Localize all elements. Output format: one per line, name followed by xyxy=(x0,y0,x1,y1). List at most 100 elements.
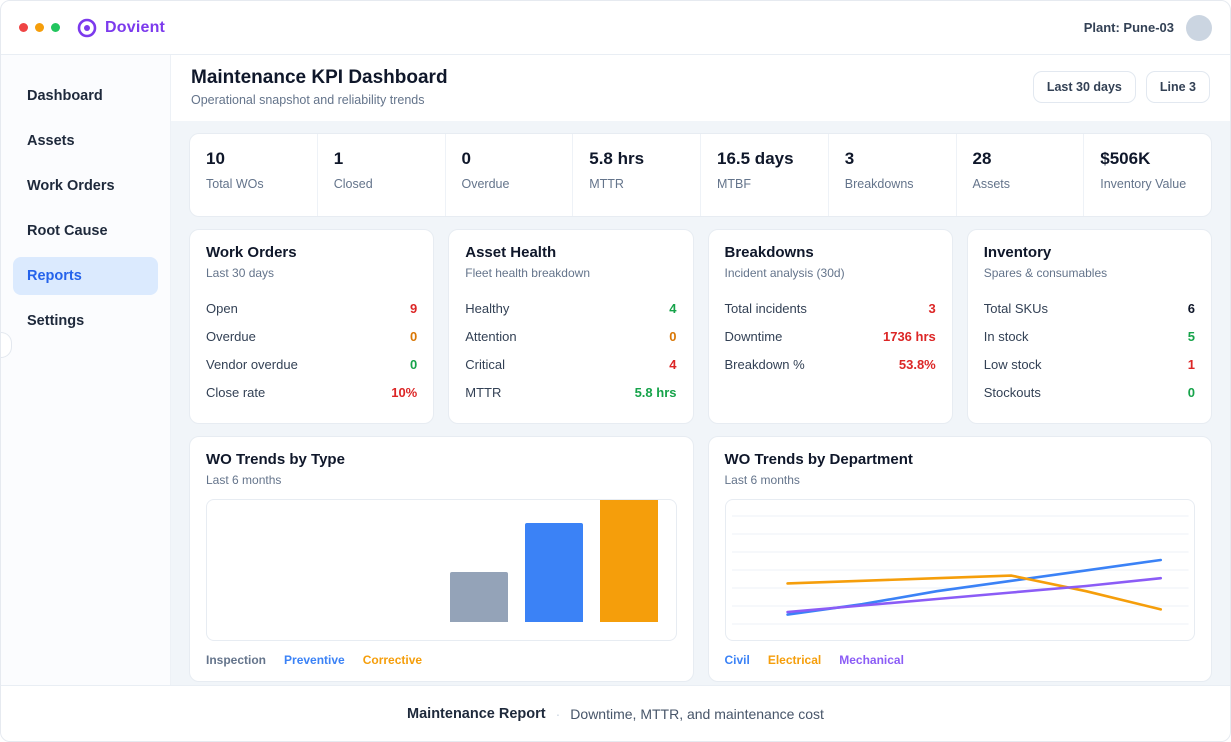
card-subtitle: Spares & consumables xyxy=(983,266,1108,280)
stat-row: Close rate 10% xyxy=(206,381,417,404)
stat-value: 0 xyxy=(410,357,418,372)
bar-preventive xyxy=(524,523,583,622)
card-inventory: Inventory Spares & consumables Total SKU… xyxy=(966,229,1212,424)
stat-row: Attention 0 xyxy=(465,325,676,348)
stat-value: 6 xyxy=(1187,301,1195,316)
chart-subtitle: Last 6 months xyxy=(206,473,282,487)
kpi-value: 28 xyxy=(972,149,992,168)
stat-row: Low stock 1 xyxy=(984,353,1195,376)
kpi-assets: 28 Assets xyxy=(955,134,1084,216)
sidebar-item-settings[interactable]: Settings xyxy=(27,313,85,329)
line-chart-plot xyxy=(724,499,1195,641)
bar-inspection xyxy=(449,572,508,622)
stat-label: Vendor overdue xyxy=(206,357,298,372)
kpi-value: 5.8 hrs xyxy=(589,149,645,168)
window-maximize-dot[interactable] xyxy=(51,23,60,32)
kpi-value: $506K xyxy=(1100,149,1151,168)
card-title: Breakdowns xyxy=(724,244,814,261)
legend-electrical: Electrical xyxy=(767,653,822,667)
line-filter-button[interactable]: Line 3 xyxy=(1145,71,1210,103)
line-chart-legend: Civil Electrical Mechanical xyxy=(725,653,1196,667)
stat-row: Downtime 1736 hrs xyxy=(725,325,936,348)
stat-row: Total incidents 3 xyxy=(725,297,936,320)
kpi-value: 16.5 days xyxy=(717,149,794,168)
stat-row: Breakdown % 53.8% xyxy=(725,353,936,376)
page-header-text: Maintenance KPI Dashboard Operational sn… xyxy=(191,67,448,107)
bar-chart-legend: Inspection Preventive Corrective xyxy=(206,653,677,667)
date-range-button[interactable]: Last 30 days xyxy=(1032,71,1136,103)
stat-value: 0 xyxy=(410,329,418,344)
window-close-dot[interactable] xyxy=(19,23,28,32)
line-mechanical xyxy=(785,576,1162,614)
card-asset-health: Asset Health Fleet health breakdown Heal… xyxy=(448,229,694,424)
main-area: Maintenance KPI Dashboard Operational sn… xyxy=(171,55,1230,685)
legend-mechanical: Mechanical xyxy=(839,653,904,667)
stat-value: 5 xyxy=(1187,329,1195,344)
card-subtitle: Incident analysis (30d) xyxy=(724,266,845,280)
card-title: Asset Health xyxy=(465,244,557,261)
kpi-value: 1 xyxy=(333,149,344,168)
charts-row: WO Trends by Type Last 6 months Inspecti… xyxy=(189,436,1212,682)
kpi-label: MTTR xyxy=(589,177,624,191)
sidebar-item-dashboard[interactable]: Dashboard xyxy=(27,88,103,104)
chart-subtitle: Last 6 months xyxy=(724,473,800,487)
sidebar-item-root-cause[interactable]: Root Cause xyxy=(27,223,108,239)
stat-row: Total SKUs 6 xyxy=(984,297,1195,320)
stat-value: 4 xyxy=(669,357,677,372)
kpi-label: Assets xyxy=(972,177,1011,191)
kpi-value: 0 xyxy=(461,149,471,168)
stat-row: Vendor overdue 0 xyxy=(206,353,417,376)
stat-label: Healthy xyxy=(465,301,510,316)
line-electrical xyxy=(785,574,1162,611)
bar-corrective xyxy=(599,500,658,622)
chart-title: WO Trends by Type xyxy=(206,451,345,468)
sidebar-item-assets[interactable]: Assets xyxy=(27,133,75,149)
sidebar: Dashboard Assets Work Orders Root Cause … xyxy=(1,55,171,685)
kpi-label: MTBF xyxy=(717,177,752,191)
sidebar-item-reports[interactable]: Reports xyxy=(13,257,158,295)
stat-label: Total SKUs xyxy=(983,301,1049,316)
legend-civil: Civil xyxy=(724,653,750,667)
chart-card-wo-trends-by-department: WO Trends by Department Last 6 months Ci… xyxy=(707,436,1212,682)
legend-inspection: Inspection xyxy=(206,653,267,667)
stat-value: 0 xyxy=(1187,385,1195,400)
kpi-label: Breakdowns xyxy=(844,177,914,191)
stat-row: Open 9 xyxy=(206,297,417,320)
stat-row: In stock 5 xyxy=(984,325,1195,348)
stat-label: Low stock xyxy=(983,357,1042,372)
content: 10 Total WOs 1 Closed 0 Overdue 5.8 hrs … xyxy=(171,121,1230,685)
stat-label: Breakdown % xyxy=(724,357,805,372)
stat-row: MTTR 5.8 hrs xyxy=(465,381,676,404)
kpi-closed: 1 Closed xyxy=(316,134,445,216)
summary-cards-row: Work Orders Last 30 days Open 9 Overdue … xyxy=(189,229,1212,424)
stat-row: Stockouts 0 xyxy=(984,381,1195,404)
stat-value: 1 xyxy=(1187,357,1195,372)
stat-label: MTTR xyxy=(465,385,502,400)
footer-separator: · xyxy=(555,705,561,722)
chart-title: WO Trends by Department xyxy=(724,451,913,468)
stat-row: Critical 4 xyxy=(465,353,676,376)
kpi-total-wos: 10 Total WOs xyxy=(190,134,317,216)
kpi-label: Closed xyxy=(333,177,373,191)
page-title: Maintenance KPI Dashboard xyxy=(191,67,448,88)
sidebar-item-work-orders[interactable]: Work Orders xyxy=(27,178,115,194)
card-subtitle: Fleet health breakdown xyxy=(465,266,590,280)
kpi-label: Inventory Value xyxy=(1100,177,1187,191)
header-actions: Last 30 days Line 3 xyxy=(1032,71,1210,103)
brand-name: Dovient xyxy=(105,18,166,36)
stat-value: 5.8 hrs xyxy=(634,385,677,400)
stat-value: 0 xyxy=(669,329,677,344)
kpi-mtbf: 16.5 days MTBF xyxy=(700,134,828,216)
stat-value: 53.8% xyxy=(898,357,936,372)
brand: Dovient xyxy=(76,17,165,39)
stat-value: 10% xyxy=(391,385,418,400)
bar-chart-plot xyxy=(206,499,677,641)
window-minimize-dot[interactable] xyxy=(35,23,44,32)
stat-value: 4 xyxy=(669,301,677,316)
kpi-value: 10 xyxy=(206,149,225,168)
topbar: Dovient Plant: Pune-03 xyxy=(1,1,1230,55)
legend-preventive: Preventive xyxy=(284,653,345,667)
user-avatar[interactable] xyxy=(1186,14,1212,41)
stat-row: Overdue 0 xyxy=(206,325,417,348)
window-controls xyxy=(19,23,60,32)
